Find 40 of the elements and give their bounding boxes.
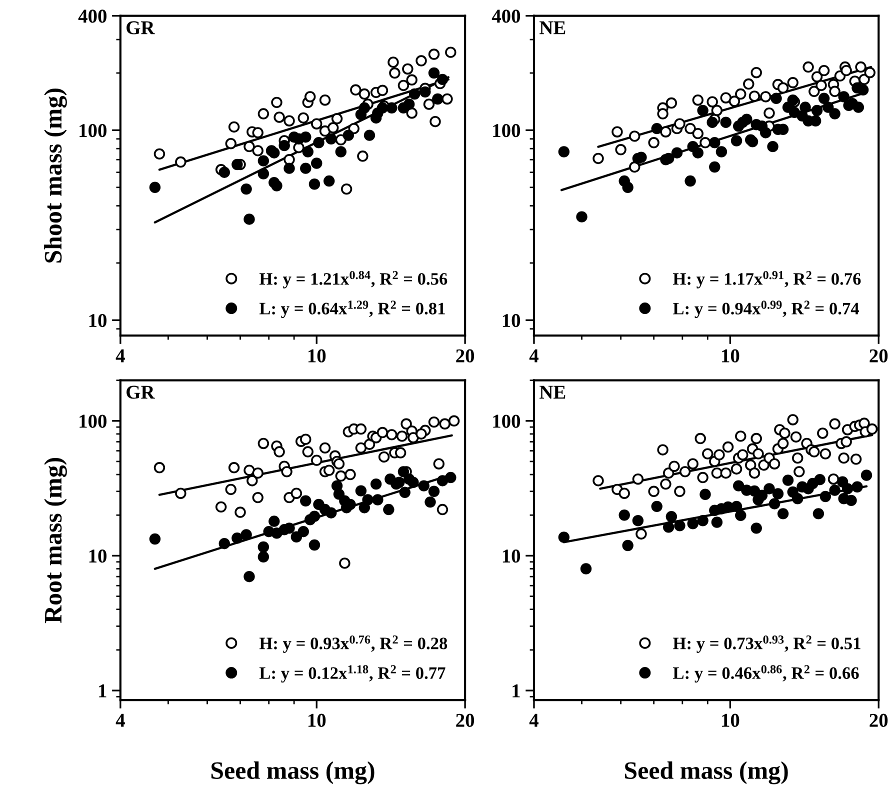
y-tick-label: 10	[89, 314, 106, 328]
legend-label: H: y = 0.93x$^{0.76}$, R$^{2}$ = 0.28	[259, 635, 448, 653]
x-tick-label: 10	[722, 714, 740, 727]
x-tick-label: 4	[529, 349, 538, 362]
legend-label: L: y = 0.64x$^{1.29}$, R$^{2}$ = 0.81	[259, 300, 445, 318]
legend-label: H: y = 1.21x$^{0.84}$, R$^{2}$ = 0.56	[259, 270, 448, 288]
x-tick-label: 4	[529, 714, 538, 727]
y-tick-label: 400	[78, 10, 106, 23]
x-tick-label: 4	[116, 714, 125, 727]
legend-label: H: y = 0.73x$^{0.93}$, R$^{2}$ = 0.51	[673, 635, 860, 653]
chart-title: GR	[126, 21, 155, 34]
y-tick-label: 10	[89, 550, 106, 563]
legend-label: L: y = 0.12x$^{1.18}$, R$^{2}$ = 0.77	[259, 665, 446, 683]
chart-title: NE	[540, 386, 566, 399]
legend-label: L: y = 0.46x$^{0.86}$, R$^{2}$ = 0.66	[673, 665, 859, 683]
y-tick-label: 1	[512, 684, 520, 698]
x-tick-label: 20	[456, 349, 474, 362]
x-tick-label: 20	[456, 714, 474, 727]
y-axis-title: Root mass (mg)	[44, 458, 67, 624]
y-tick-label: 100	[80, 124, 106, 138]
chart-title: GR	[126, 386, 155, 399]
y-tick-label: 100	[493, 124, 520, 138]
y-tick-label: 1	[99, 684, 106, 698]
y-tick-label: 100	[80, 414, 106, 428]
y-tick-label: 400	[492, 10, 520, 23]
x-tick-label: 20	[870, 714, 888, 727]
legend-label: H: y = 1.17x$^{0.91}$, R$^{2}$ = 0.76	[673, 270, 861, 288]
x-axis-title: Seed mass (mg)	[211, 761, 374, 784]
x-axis-title: Seed mass (mg)	[625, 761, 788, 784]
y-tick-label: 100	[493, 414, 520, 428]
x-tick-label: 10	[308, 349, 326, 362]
x-tick-label: 20	[870, 349, 888, 362]
x-tick-label: 10	[722, 349, 740, 362]
y-tick-label: 10	[502, 550, 520, 563]
x-tick-label: 4	[116, 349, 125, 362]
y-tick-label: 10	[502, 314, 520, 328]
legend-label: L: y = 0.94x$^{0.99}$, R$^{2}$ = 0.74	[673, 300, 860, 318]
x-tick-label: 10	[308, 714, 326, 727]
y-axis-title: Shoot mass (mg)	[44, 88, 67, 263]
chart-title: NE	[540, 21, 566, 34]
